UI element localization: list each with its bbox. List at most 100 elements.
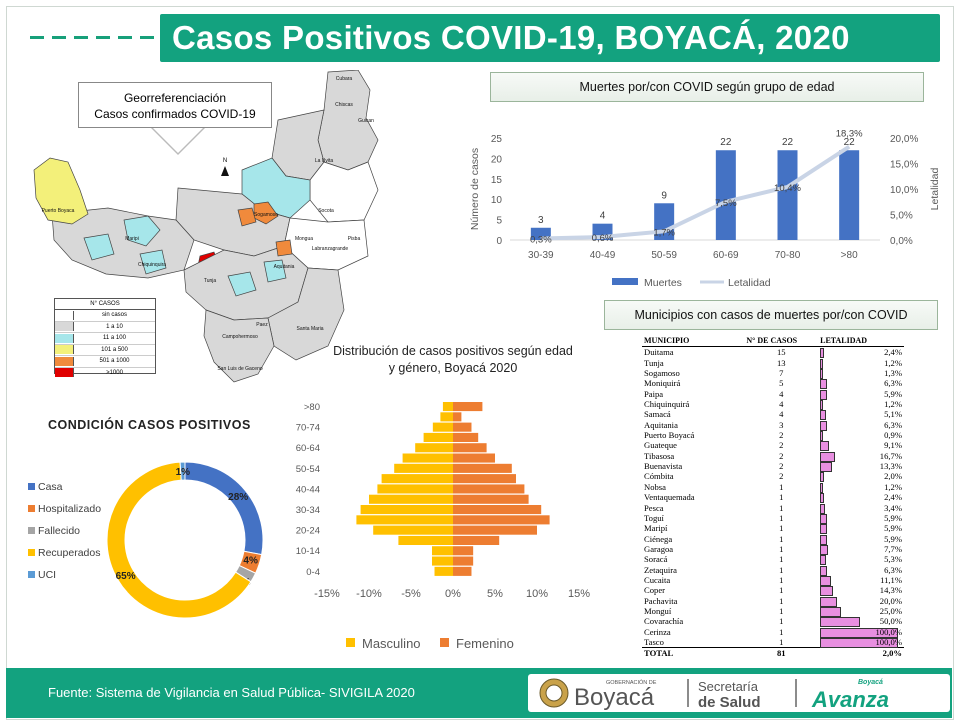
- cell-letalidad: 5,9%: [818, 388, 904, 400]
- cell-municipio: Guateque: [644, 440, 677, 451]
- col-header-casos: N° DE CASOS: [744, 336, 819, 348]
- table-row: Cerinza 1 100,0%: [642, 626, 904, 638]
- cell-municipio: Pachavita: [644, 595, 678, 606]
- letalidad-data-bar: [820, 410, 826, 421]
- cell-casos: 1: [779, 605, 784, 616]
- letalidad-text: 6,3%: [884, 378, 902, 389]
- table-row: Ciénega 1 5,9%: [642, 534, 904, 545]
- letalidad-text: 11,1%: [880, 574, 902, 585]
- letalidad-text: 6,3%: [884, 419, 902, 430]
- letalidad-text: 5,9%: [884, 512, 902, 523]
- y-tick-label: 10-14: [296, 546, 320, 557]
- legend-swatch: [55, 310, 74, 320]
- cell-municipio: Cómbita: [644, 471, 674, 482]
- letalidad-text: 5,1%: [884, 409, 902, 420]
- y2-tick-label: 20,0%: [890, 134, 918, 145]
- letalidad-data-bar: [820, 493, 824, 504]
- cell-casos: 7: [779, 368, 784, 379]
- letalidad-text: 5,3%: [884, 554, 902, 565]
- letalidad-text: 0,9%: [884, 430, 902, 441]
- y-tick-label: 20-24: [296, 526, 320, 537]
- y-tick-label: 40-44: [296, 484, 320, 495]
- cell-casos: 4: [779, 388, 784, 399]
- letalidad-data-bar: [820, 534, 827, 545]
- letalidad-text: 5,9%: [884, 388, 902, 399]
- cell-letalidad: 7,7%: [818, 543, 904, 555]
- cell-municipio: Cucaita: [644, 574, 671, 585]
- title-bar: Casos Positivos COVID-19, BOYACÁ, 2020: [160, 14, 940, 62]
- callout-line-1: Georreferenciación: [123, 91, 227, 105]
- bar-masculino: [434, 566, 453, 576]
- legend-swatch: [28, 549, 35, 556]
- map-label-cubara: Cubara: [336, 76, 353, 82]
- table-row: Tibasosa 2 16,7%: [642, 450, 904, 462]
- bar-femenino: [453, 535, 500, 545]
- map-region-puerto-boyaca: [33, 157, 89, 225]
- map-region-chiquinquira: [139, 249, 167, 275]
- north-label: N: [223, 158, 227, 164]
- map-label-mongua: Mongua: [295, 236, 313, 242]
- table-row: Tasco 1 100,0%: [642, 637, 904, 648]
- table-row: Tunja 13 1,2%: [642, 357, 904, 369]
- x-tick-label: 40-49: [590, 250, 616, 261]
- municipios-table: MUNICIPIO N° DE CASOS LETALIDAD Duitama 1…: [642, 336, 904, 659]
- cell-casos: 13: [776, 357, 786, 368]
- table-row: Moniquirá 5 6,3%: [642, 378, 904, 390]
- letalidad-text: 14,3%: [879, 585, 902, 596]
- map-label-san-luis-gaceno: San Luis de Gaceno: [217, 366, 263, 372]
- boyaca-wordmark: Boyacá: [574, 684, 655, 711]
- letalidad-data-bar: [820, 379, 827, 390]
- cell-casos: 2: [779, 440, 784, 451]
- y-tick-label: 60-64: [296, 443, 320, 454]
- footer-logos: GOBERNACIÓN DE Boyacá Secretaría de Salu…: [528, 674, 950, 712]
- cell-letalidad: 50,0%: [818, 616, 904, 628]
- cell-letalidad: 25,0%: [818, 606, 904, 617]
- map-label-sogamoso: Sogamoso: [254, 212, 278, 218]
- legend-swatch-muertes: [612, 278, 638, 285]
- map-label-chiquinquira: Chiquinquira: [138, 262, 166, 268]
- bar-masculino: [394, 463, 453, 473]
- letalidad-text: 1,3%: [884, 368, 902, 379]
- bar-muertes: [715, 150, 736, 240]
- cell-casos: 15: [776, 347, 786, 358]
- cell-casos: 2: [779, 450, 784, 461]
- letalidad-text: 6,3%: [884, 564, 902, 575]
- letalidad-data-bar: [820, 606, 842, 617]
- cell-letalidad: 1,3%: [818, 368, 904, 380]
- cell-letalidad: 0,9%: [818, 430, 904, 442]
- legend-label: 501 a 1000: [99, 358, 130, 365]
- bar-masculino: [369, 494, 453, 504]
- table-row: Pachavita 1 20,0%: [642, 595, 904, 607]
- legend-label-letalidad: Letalidad: [728, 277, 771, 289]
- y2-axis-label: Letalidad: [929, 168, 941, 211]
- letalidad-value-label: 7,5%: [715, 198, 737, 209]
- total-casos: 81: [776, 648, 786, 659]
- letalidad-data-bar: [820, 400, 824, 411]
- cell-letalidad: 5,3%: [818, 554, 904, 566]
- cell-casos: 1: [779, 523, 784, 534]
- legend-swatch: [28, 505, 35, 512]
- letalidad-data-bar: [820, 575, 831, 586]
- donut-value-label: 4%: [243, 555, 258, 566]
- map-region-west-cyan-2: [83, 233, 115, 261]
- y-tick-label: 15: [491, 175, 503, 186]
- x-tick-label: 50-59: [651, 250, 677, 261]
- table-row: Ventaquemada 1 2,4%: [642, 492, 904, 504]
- secretaria-line-1: Secretaría: [698, 679, 759, 694]
- letalidad-data-bar: [820, 451, 835, 462]
- letalidad-data-bar: [820, 482, 824, 493]
- x-tick-label: 15%: [568, 588, 590, 600]
- letalidad-value-label: 0,6%: [592, 233, 614, 244]
- bar-masculino: [377, 484, 453, 494]
- letalidad-text: 7,7%: [884, 543, 902, 554]
- bar-muertes: [777, 150, 798, 240]
- legend-label: Casa: [38, 481, 63, 493]
- letalidad-text: 1,2%: [884, 357, 902, 368]
- letalidad-line: [540, 144, 851, 241]
- cell-casos: 1: [779, 626, 784, 637]
- bar-value-label: 22: [782, 137, 794, 148]
- cell-letalidad: 14,3%: [818, 585, 904, 597]
- cell-municipio: Buenavista: [644, 461, 683, 472]
- letalidad-data-bar: [820, 462, 833, 473]
- legend-label: 1 a 10: [106, 323, 123, 330]
